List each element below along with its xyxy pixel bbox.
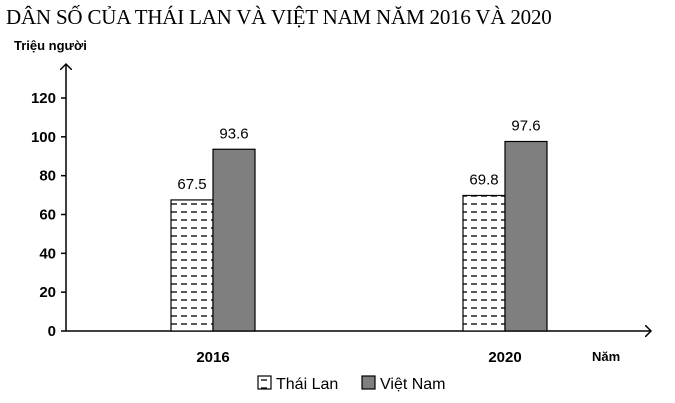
legend-label: Thái Lan — [276, 376, 338, 393]
bar-thái-lan-2020 — [462, 194, 506, 332]
legend-swatch — [257, 375, 272, 390]
y-tick-label: 60 — [39, 207, 56, 224]
bar-thái-lan-2016 — [170, 199, 214, 332]
y-tick-label: 120 — [31, 90, 56, 107]
y-tick-label: 100 — [31, 129, 56, 146]
x-axis-label: Năm — [592, 349, 620, 364]
y-axis-label: Triệu người — [14, 38, 87, 53]
y-tick-label: 40 — [39, 245, 56, 262]
data-label: 67.5 — [177, 176, 206, 193]
data-label: 93.6 — [219, 125, 248, 142]
bar-việt-nam-2020 — [504, 140, 548, 332]
legend-label: Việt Nam — [380, 376, 446, 393]
bar-việt-nam-2016 — [212, 148, 256, 332]
data-label: 97.6 — [511, 117, 540, 134]
y-tick-label: 80 — [39, 168, 56, 185]
x-tick-label: 2016 — [196, 349, 229, 366]
legend: Thái Lan Việt Nam — [257, 375, 446, 393]
x-tick-label: 2020 — [488, 349, 521, 366]
y-tick-label: 0 — [48, 323, 56, 340]
y-tick-label: 20 — [39, 284, 56, 301]
legend-swatch — [361, 375, 376, 390]
chart-title: DÂN SỐ CỦA THÁI LAN VÀ VIỆT NAM NĂM 2016… — [6, 5, 552, 29]
data-label: 69.8 — [469, 171, 498, 188]
